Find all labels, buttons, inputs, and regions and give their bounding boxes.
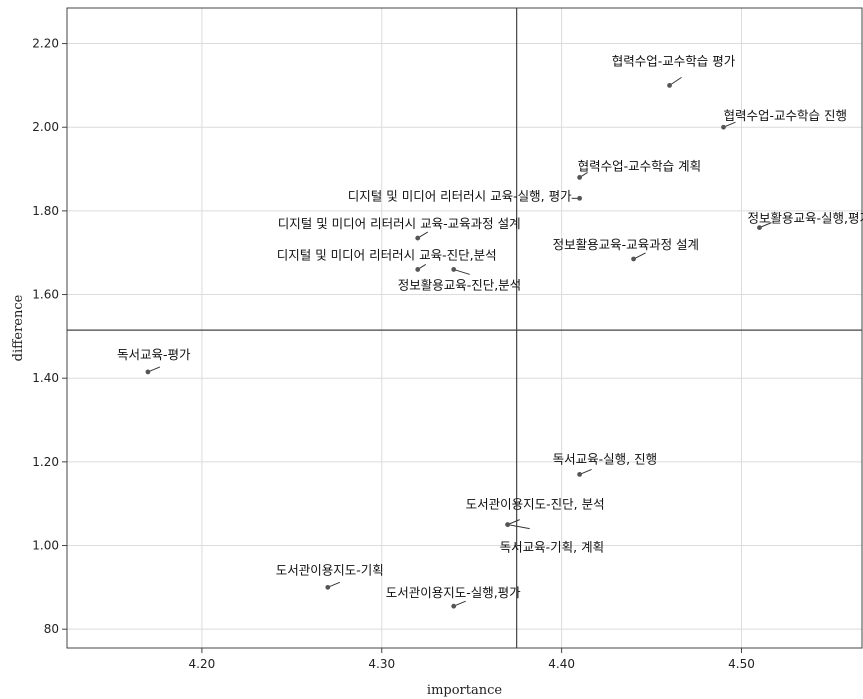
- point-label: 독서교육-평가: [117, 347, 191, 362]
- point-label: 디지털 및 미디어 리터러시 교육-실행, 평가: [348, 188, 572, 203]
- point-label: 협력수업-교수학습 평가: [612, 53, 736, 68]
- label-leader: [453, 268, 470, 275]
- data-point: [451, 267, 457, 272]
- point-label: 정보활용교육-실행,평가: [747, 211, 863, 226]
- y-tick-label: 1.60: [32, 288, 59, 302]
- label-leader: [507, 524, 530, 530]
- point-label: 협력수업-교수학습 진행: [724, 108, 847, 123]
- data-points: [145, 82, 762, 609]
- data-point: [667, 82, 672, 88]
- y-tick-label: 1.20: [32, 455, 59, 469]
- reference-lines: [67, 8, 862, 648]
- x-tick-label: 4.50: [728, 657, 755, 671]
- y-tick-label: 80: [44, 622, 59, 636]
- data-point: [721, 124, 726, 130]
- y-tick-label: 1.00: [32, 539, 59, 553]
- y-tick-label: 1.80: [32, 204, 59, 218]
- label-leaders: [147, 76, 772, 607]
- axis-ticks: 4.20 4.30 4.40 4.50 80 1.00 1.20 1.40 1.60 1.80 2.…: [32, 37, 755, 671]
- data-point: [505, 522, 511, 528]
- point-label: 정보활용교육-진단,분석: [398, 277, 521, 292]
- x-tick-label: 4.40: [548, 657, 575, 671]
- x-tick-label: 4.20: [189, 657, 216, 671]
- data-point: [325, 584, 331, 590]
- point-label: 도서관이용지도-진단, 분석: [466, 497, 605, 512]
- y-axis-label: difference: [11, 294, 26, 361]
- y-tick-label: 1.40: [32, 371, 59, 385]
- data-point: [415, 267, 421, 272]
- data-point: [415, 235, 421, 241]
- y-tick-label: 2.20: [32, 37, 59, 51]
- point-label: 도서관이용지도-기획: [276, 562, 384, 577]
- data-point: [577, 175, 583, 180]
- plot-frame: [66, 7, 863, 649]
- point-label: 디지털 및 미디어 리터러시 교육-진단,분석: [277, 247, 497, 262]
- data-point: [757, 225, 762, 231]
- point-label: 독서교육-실행, 진행: [553, 451, 657, 466]
- x-axis-label: importance: [427, 683, 502, 698]
- data-point: [577, 472, 583, 477]
- data-point: [631, 256, 636, 262]
- data-point: [577, 195, 583, 201]
- point-label: 디지털 및 미디어 리터러시 교육-교육과정 설계: [278, 216, 521, 231]
- data-point: [451, 603, 457, 609]
- grid-lines: [67, 8, 862, 648]
- label-leader: [669, 76, 682, 86]
- data-point: [145, 369, 151, 375]
- x-tick-label: 4.30: [368, 657, 395, 671]
- point-label: 협력수업-교수학습 계획: [578, 158, 701, 173]
- point-label: 정보활용교육-교육과정 설계: [553, 237, 700, 252]
- point-label: 도서관이용지도-실행,평가: [386, 585, 521, 600]
- y-tick-label: 2.00: [32, 120, 59, 134]
- point-label: 독서교육-기획, 계획: [500, 540, 604, 555]
